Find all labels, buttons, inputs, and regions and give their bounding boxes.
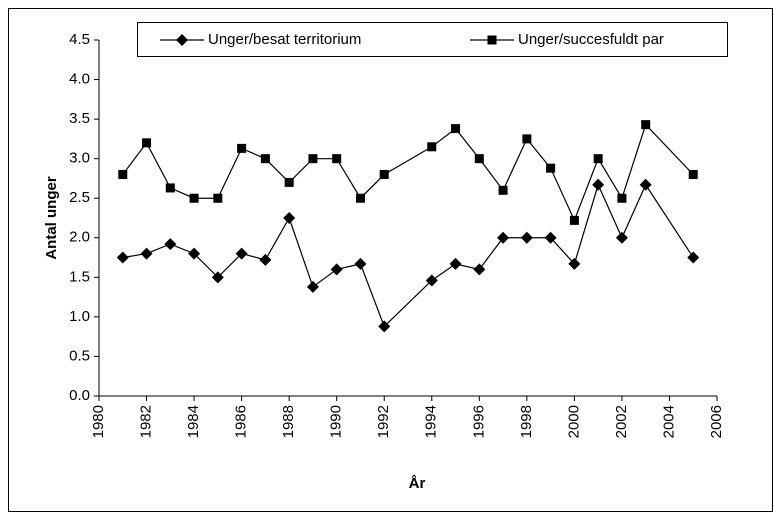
x-tick-label: 1990: [328, 405, 345, 438]
x-tick-label: 2002: [613, 405, 630, 438]
legend-label: Unger/succesfuldt par: [518, 31, 664, 48]
marker: [569, 215, 579, 225]
marker: [378, 320, 391, 333]
marker: [497, 231, 510, 244]
y-tick-label: 1.0: [69, 308, 90, 325]
marker: [449, 257, 462, 270]
marker: [427, 142, 437, 152]
y-tick-label: 4.0: [69, 71, 90, 88]
marker: [546, 163, 556, 173]
marker: [188, 247, 201, 260]
marker: [568, 257, 581, 270]
marker: [544, 231, 557, 244]
y-tick-label: 1.5: [69, 268, 90, 285]
marker: [211, 271, 224, 284]
marker: [487, 35, 497, 45]
marker: [306, 280, 319, 293]
marker: [473, 263, 486, 276]
marker: [522, 134, 532, 144]
x-tick-label: 1984: [185, 405, 202, 438]
y-tick-label: 2.0: [69, 229, 90, 246]
x-tick-label: 1988: [280, 405, 297, 438]
marker: [355, 193, 365, 203]
marker: [639, 178, 652, 191]
marker: [237, 143, 247, 153]
y-tick-label: 3.0: [69, 150, 90, 167]
marker: [332, 154, 342, 164]
marker: [379, 169, 389, 179]
x-tick-label: 1996: [470, 405, 487, 438]
marker: [142, 138, 152, 148]
x-tick-label: 1980: [90, 405, 107, 438]
marker: [615, 231, 628, 244]
marker: [425, 274, 438, 287]
marker: [451, 124, 461, 134]
marker: [118, 169, 128, 179]
y-tick-label: 3.5: [69, 110, 90, 127]
marker: [617, 193, 627, 203]
marker: [176, 34, 188, 46]
x-tick-label: 1992: [375, 405, 392, 438]
marker: [259, 253, 272, 266]
marker: [189, 193, 199, 203]
marker: [164, 238, 177, 251]
marker: [593, 154, 603, 164]
x-tick-label: 2006: [708, 405, 725, 438]
marker: [641, 120, 651, 130]
x-tick-label: 1982: [138, 405, 155, 438]
legend-label: Unger/besat territorium: [208, 31, 361, 48]
chart-border: [8, 8, 773, 512]
y-tick-label: 2.5: [69, 189, 90, 206]
marker: [165, 183, 175, 193]
x-tick-label: 2004: [660, 405, 677, 438]
marker: [140, 247, 153, 260]
marker: [687, 251, 700, 264]
x-tick-label: 1998: [518, 405, 535, 438]
x-axis-label: År: [409, 475, 426, 492]
marker: [260, 154, 270, 164]
y-tick-label: 0.0: [69, 387, 90, 404]
x-tick-label: 1994: [423, 405, 440, 438]
marker: [520, 231, 533, 244]
marker: [213, 193, 223, 203]
y-axis-label: Antal unger: [43, 176, 60, 259]
marker: [116, 251, 129, 264]
marker: [284, 177, 294, 187]
marker: [308, 154, 318, 164]
marker: [235, 247, 248, 260]
legend-box: [137, 22, 728, 57]
x-tick-label: 2000: [565, 405, 582, 438]
marker: [474, 154, 484, 164]
marker: [688, 169, 698, 179]
y-tick-label: 4.5: [69, 31, 90, 48]
marker: [592, 178, 605, 191]
marker: [283, 212, 296, 224]
x-tick-label: 1986: [233, 405, 250, 438]
y-tick-label: 0.5: [69, 347, 90, 364]
marker: [330, 263, 343, 276]
marker: [354, 257, 367, 270]
marker: [498, 185, 508, 195]
